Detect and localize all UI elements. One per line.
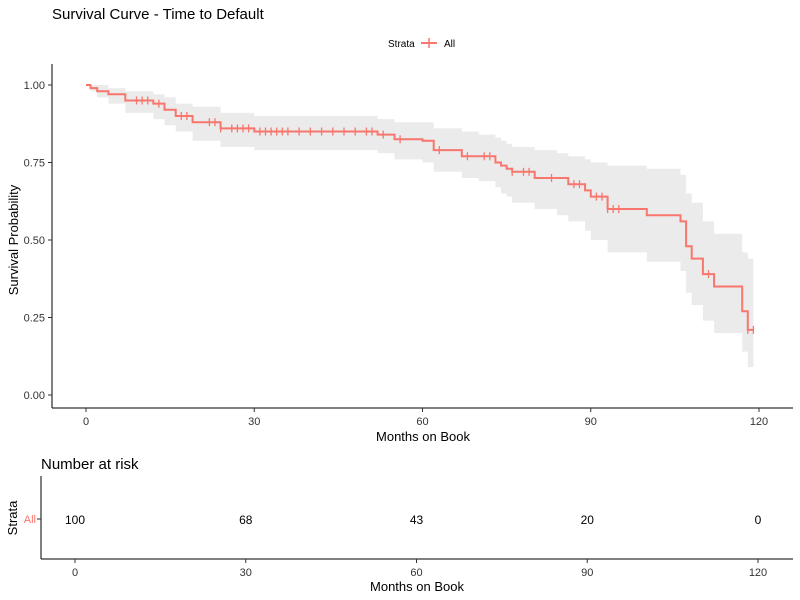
risk-row-label-all: All [24,514,36,526]
risk-value: 0 [755,513,762,527]
risk-x-axis-title: Months on Book [370,579,464,594]
y-tick-label: 0.25 [24,313,45,325]
x-tick-label: 90 [585,416,597,428]
risk-x-tick-label: 0 [72,567,78,579]
risk-value: 100 [65,513,85,527]
confidence-band [86,85,754,368]
y-axis-ticks: 0.00 0.25 0.50 0.75 1.00 [24,80,52,402]
x-axis-title: Months on Book [376,429,470,444]
x-tick-label: 0 [83,416,89,428]
survival-line-all [86,84,754,331]
risk-x-tick-label: 60 [410,567,422,579]
risk-value: 68 [239,513,253,527]
censor-marks-layer [135,96,755,334]
y-tick-label: 0.00 [24,390,45,402]
risk-x-tick-label: 90 [581,567,593,579]
x-axis-ticks: 0 30 60 90 120 [83,408,768,428]
survival-plot: Survival Curve - Time to Default Strata … [6,6,793,444]
y-tick-label: 0.75 [24,158,45,170]
legend-entry-label: All [444,39,455,50]
risk-x-axis-ticks: 0 30 60 90 120 [72,559,767,579]
x-tick-label: 120 [750,416,768,428]
chart-title: Survival Curve - Time to Default [52,6,265,23]
risk-value: 20 [581,513,595,527]
risk-y-axis-title: Strata [5,500,20,535]
legend: Strata All [388,38,455,50]
risk-x-tick-label: 30 [240,567,252,579]
y-tick-label: 0.50 [24,235,45,247]
risk-values: 100 68 43 20 0 [65,513,762,527]
y-axis-title: Survival Probability [6,184,21,295]
y-tick-label: 1.00 [24,80,45,92]
risk-table-title: Number at risk [41,456,139,473]
confidence-band-layer [86,85,754,368]
x-tick-label: 30 [248,416,260,428]
legend-title: Strata [388,39,415,50]
risk-table: Number at risk Strata All 100 68 43 20 0 0 30… [5,456,793,594]
risk-x-tick-label: 120 [749,567,767,579]
risk-value: 43 [410,513,424,527]
x-tick-label: 60 [416,416,428,428]
survival-line-layer [86,84,754,331]
